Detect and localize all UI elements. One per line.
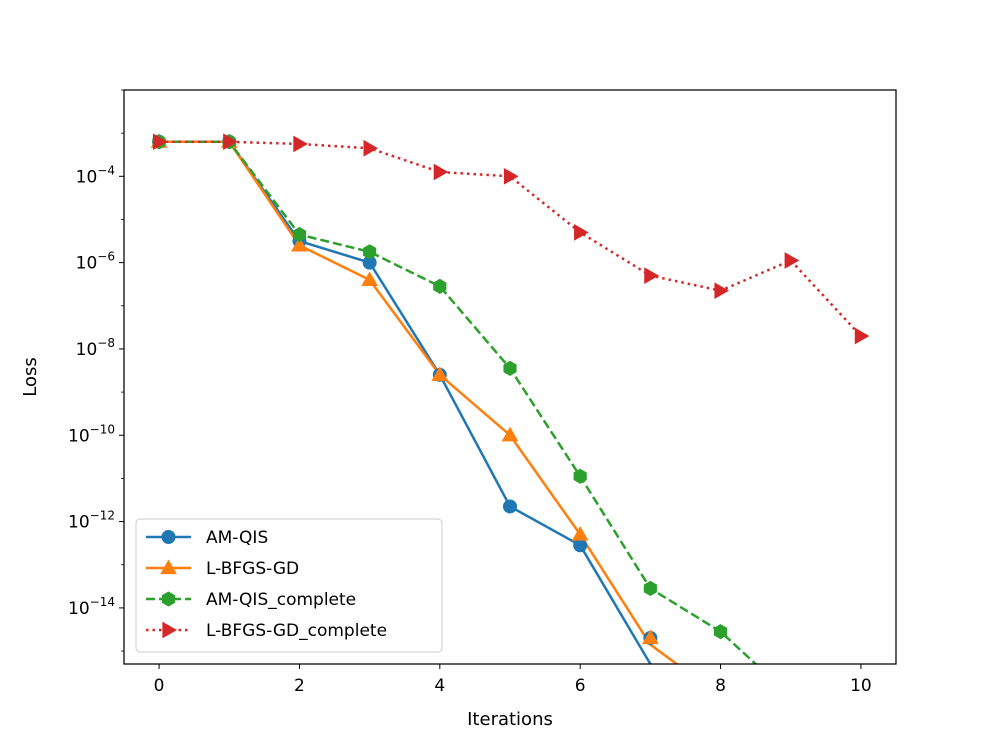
x-tick-label: 2	[294, 676, 305, 696]
data-point-am-qis-complete	[503, 360, 517, 376]
axes-frame	[123, 89, 897, 665]
data-point-l-bfgs-gd-complete	[784, 252, 800, 269]
data-point-am-qis-complete	[292, 227, 307, 243]
legend-label: L-BFGS-GD	[206, 559, 299, 579]
data-point-l-bfgs-gd	[501, 426, 519, 442]
data-point-am-qis-complete	[433, 278, 447, 294]
data-point-l-bfgs-gd-complete	[433, 163, 449, 181]
legend-label: AM-QIS_complete	[206, 590, 356, 610]
data-point-l-bfgs-gd-complete	[363, 139, 379, 157]
y-tick-label: 10−4	[76, 163, 115, 187]
y-tick-label: 10−12	[68, 509, 115, 533]
x-axis-label: Iterations	[467, 709, 553, 730]
data-point-l-bfgs-gd	[642, 629, 659, 645]
data-point-l-bfgs-gd	[431, 366, 449, 381]
data-point-l-bfgs-gd-complete	[644, 267, 659, 284]
series-line-am-qis-complete	[159, 140, 758, 664]
data-point-l-bfgs-gd-complete	[293, 135, 308, 153]
legend-label: AM-QIS	[206, 528, 268, 548]
x-tick-label: 8	[715, 676, 726, 696]
data-point-l-bfgs-gd-complete	[714, 282, 730, 300]
series-line-l-bfgs-gd-complete	[159, 140, 862, 337]
legend-marker	[161, 530, 176, 544]
legend-marker	[162, 621, 178, 639]
x-tick-label: 0	[154, 676, 165, 696]
data-point-am-qis	[573, 538, 588, 553]
data-point-am-qis-complete	[363, 244, 377, 260]
legend-marker	[160, 559, 177, 575]
data-point-l-bfgs-gd-complete	[854, 327, 870, 345]
y-axis-label: Loss	[20, 357, 41, 396]
y-tick-label: 10−10	[68, 422, 115, 446]
x-tick-label: 10	[850, 676, 872, 696]
data-point-l-bfgs-gd-complete	[503, 167, 519, 185]
legend-box	[135, 518, 443, 653]
data-point-l-bfgs-gd	[291, 236, 308, 252]
data-point-am-qis-complete	[713, 624, 728, 640]
y-tick-label: 10−14	[68, 595, 115, 619]
data-point-l-bfgs-gd-complete	[223, 133, 238, 151]
x-tick-label: 6	[575, 676, 586, 696]
y-tick-label: 10−8	[76, 336, 115, 360]
x-tick-label: 4	[434, 676, 445, 696]
x-ticks: 0 2 4 6 8 10	[154, 664, 872, 696]
y-tick-label: 10−6	[76, 250, 115, 274]
legend: AM-QIS L-BFGS-GD AM-QIS_complete L-BFGS-GD_…	[135, 518, 443, 653]
y-ticks: 10−4 10−6 10−8 10−10 10−12 10−14	[68, 89, 124, 652]
data-point-l-bfgs-gd-complete	[152, 133, 168, 151]
data-point-l-bfgs-gd	[571, 526, 589, 541]
data-point-am-qis-complete	[573, 468, 587, 484]
legend-marker	[161, 591, 176, 607]
data-point-am-qis	[503, 499, 517, 514]
legend-label: L-BFGS-GD_complete	[206, 621, 387, 641]
data-point-am-qis-complete	[643, 580, 657, 597]
data-point-l-bfgs-gd	[361, 271, 378, 287]
data-point-l-bfgs-gd-complete	[574, 224, 589, 241]
marker-layer	[150, 133, 870, 645]
